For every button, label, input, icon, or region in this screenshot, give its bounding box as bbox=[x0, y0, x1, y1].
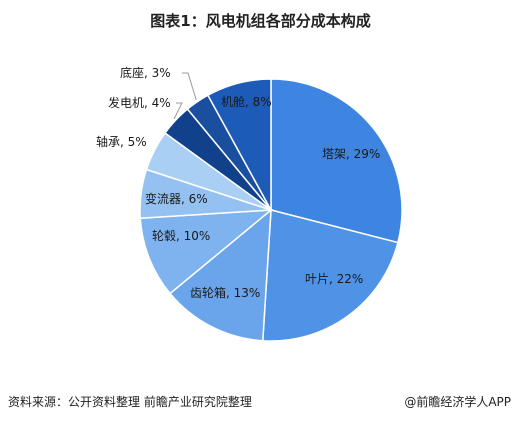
slice-label: 机舱, 8% bbox=[221, 95, 272, 109]
slice-label: 底座, 3% bbox=[120, 65, 171, 80]
slice-label: 叶片, 22% bbox=[305, 272, 363, 286]
pie-slice bbox=[206, 78, 272, 211]
slice-label: 轮毂, 10% bbox=[152, 229, 210, 243]
source-note: 资料来源：公开资料整理 前瞻产业研究院整理 bbox=[8, 395, 252, 409]
brand-credit: @前瞻经济学人APP bbox=[404, 395, 511, 409]
slice-label: 轴承, 5% bbox=[96, 134, 147, 149]
leader-line bbox=[182, 72, 197, 101]
chart-title: 图表1：风电机组各部分成本构成 bbox=[150, 12, 371, 30]
leader-line bbox=[173, 102, 183, 120]
slice-label: 齿轮箱, 13% bbox=[190, 285, 260, 300]
slice-label: 变流器, 6% bbox=[145, 191, 208, 206]
pie-slice bbox=[139, 209, 274, 295]
pie-slice bbox=[169, 208, 272, 342]
slice-label: 塔架, 29% bbox=[322, 147, 380, 161]
pie-slice bbox=[270, 78, 403, 244]
slice-label: 发电机, 4% bbox=[108, 95, 171, 110]
pie-slice bbox=[261, 209, 399, 342]
